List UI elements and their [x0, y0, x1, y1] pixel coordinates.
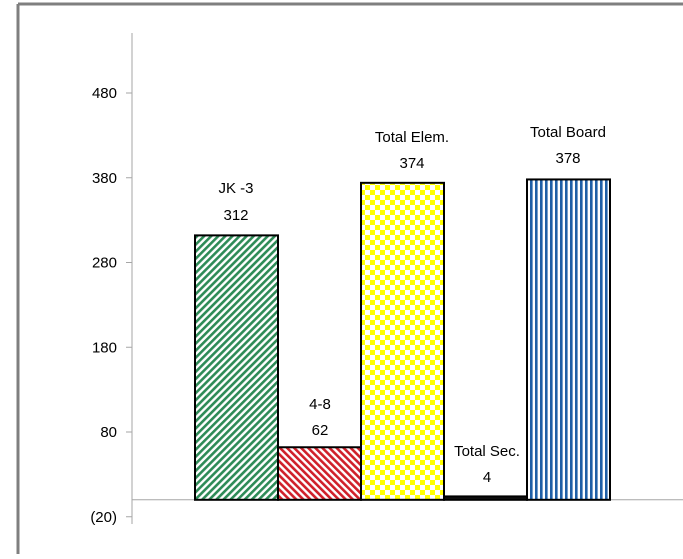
y-tick-label: 80: [100, 424, 117, 441]
bar-total-elem: [360, 181, 445, 501]
category-label: Total Sec.: [454, 443, 520, 460]
value-label: 62: [312, 422, 329, 439]
category-label: 4-8: [309, 396, 331, 413]
data-labels: JK -3 312 4-8 62 Total Elem. 374 Total Sec. 4 To…: [218, 124, 605, 486]
bar-total-board: [526, 178, 611, 501]
bar-4-8: [277, 446, 362, 501]
bar-total-sec: [443, 495, 528, 501]
y-tick-label: 280: [92, 255, 117, 272]
category-label: JK -3: [218, 180, 253, 197]
category-label: Total Elem.: [375, 129, 449, 146]
value-label: 374: [399, 155, 424, 172]
bars: [194, 178, 611, 501]
y-tick-label: (20): [90, 509, 117, 526]
y-tick-label: 180: [92, 339, 117, 356]
value-label: 4: [483, 469, 491, 486]
y-axis: (20) 80 180 280 380 480: [90, 33, 133, 526]
category-label: Total Board: [530, 124, 606, 141]
y-tick-label: 380: [92, 170, 117, 187]
value-label: 312: [223, 207, 248, 224]
y-tick-label: 480: [92, 85, 117, 102]
bar-jk-3: [194, 234, 279, 501]
value-label: 378: [555, 150, 580, 167]
